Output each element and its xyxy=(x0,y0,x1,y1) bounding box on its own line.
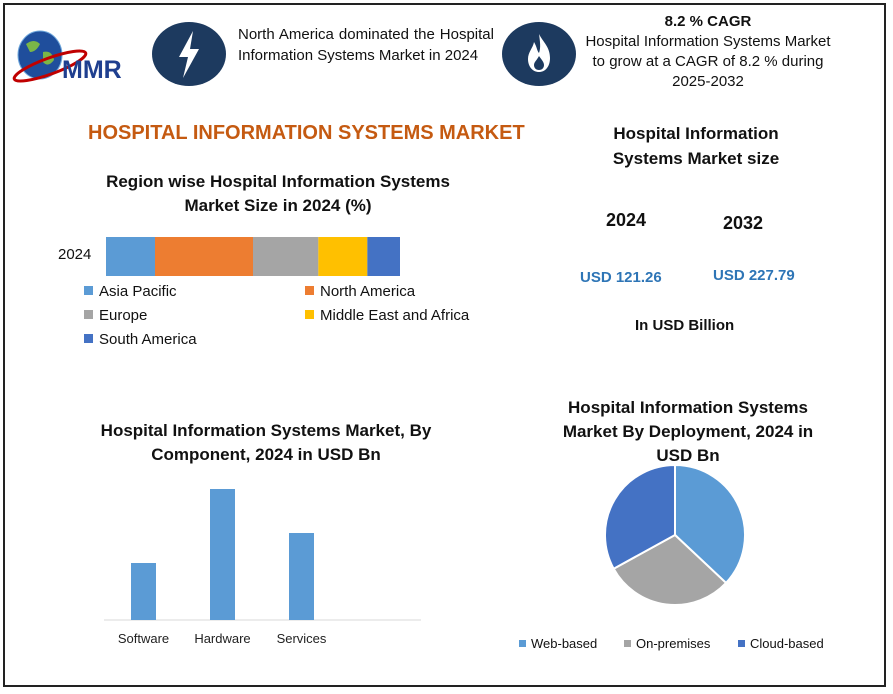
legend-swatch xyxy=(305,286,314,295)
deployment-chart-title: Hospital Information Systems Market By D… xyxy=(562,398,814,465)
bar-segment-north-america xyxy=(155,237,253,276)
legend-label: Web-based xyxy=(531,636,598,651)
legend-label: South America xyxy=(99,331,197,348)
x-tick-label: Software xyxy=(118,631,169,646)
market-size-title: Hospital Information Systems Market size xyxy=(612,124,780,168)
company-logo: MMR xyxy=(10,22,148,92)
cagr-description: Hospital Information Systems Market to g… xyxy=(585,33,831,90)
bar-segment-middle-east-and-africa xyxy=(318,237,368,276)
legend-label: Asia Pacific xyxy=(99,283,177,300)
cagr-heading: 8.2 % CAGR xyxy=(664,13,752,30)
legend-label: Europe xyxy=(99,307,148,324)
legend-asia-pacific: Asia Pacific xyxy=(84,283,177,300)
bar-segment-europe xyxy=(253,237,319,276)
globe-logo-icon: MMR xyxy=(12,30,122,84)
legend-cloud-based: Cloud-based xyxy=(738,636,824,651)
market-value-2032: USD 227.79 xyxy=(713,267,795,284)
infographic-frame xyxy=(3,3,886,687)
cagr-block: 8.2 % CAGR Hospital Information Systems … xyxy=(584,12,832,92)
legend-swatch xyxy=(305,310,314,319)
legend-north-america: North America xyxy=(305,283,415,300)
year-2032-label: 2032 xyxy=(723,213,764,233)
legend-swatch xyxy=(84,286,93,295)
legend-swatch xyxy=(738,640,745,647)
legend-swatch xyxy=(624,640,631,647)
unit-label: In USD Billion xyxy=(635,317,735,334)
year-2024-label: 2024 xyxy=(606,210,647,230)
legend-label: North America xyxy=(320,283,416,300)
bar-services xyxy=(289,533,314,620)
component-bar-chart: Software Hardware Services xyxy=(104,489,421,646)
region-dominance-note: North America dominated the Hospital Inf… xyxy=(238,26,494,64)
bar-hardware xyxy=(210,489,235,620)
legend-label: Middle East and Africa xyxy=(320,307,470,324)
pie-slice-cloud-based xyxy=(604,463,676,571)
component-chart-title: Hospital Information Systems Market, By … xyxy=(100,421,432,464)
x-tick-label: Hardware xyxy=(194,631,250,646)
flame-badge xyxy=(502,22,576,86)
x-tick-label: Services xyxy=(277,631,327,646)
bar-segment-asia-pacific xyxy=(106,237,155,276)
legend-swatch xyxy=(519,640,526,647)
legend-label: Cloud-based xyxy=(750,636,824,651)
legend-swatch xyxy=(84,310,93,319)
legend-swatch xyxy=(84,334,93,343)
logo-text: MMR xyxy=(62,56,122,84)
legend-on-premises: On-premises xyxy=(624,636,710,651)
lightning-bolt-icon xyxy=(179,31,199,78)
bar-software xyxy=(131,563,156,620)
legend-label: On-premises xyxy=(636,636,711,651)
region-stacked-bar-chart xyxy=(106,237,400,276)
flame-icon xyxy=(528,34,550,72)
legend-south-america: South America xyxy=(84,331,197,348)
region-chart-category: 2024 xyxy=(58,246,92,263)
legend-middle-east-africa: Middle East and Africa xyxy=(305,307,469,324)
deployment-pie-chart xyxy=(604,463,746,606)
lightning-badge xyxy=(152,22,226,86)
region-chart-title: Region wise Hospital Information Systems… xyxy=(106,172,450,215)
pie-slice-on-premises xyxy=(612,533,728,606)
market-value-2024: USD 121.26 xyxy=(580,269,662,286)
pie-slice-web-based xyxy=(674,463,746,585)
legend-europe: Europe xyxy=(84,307,147,324)
page-title: HOSPITAL INFORMATION SYSTEMS MARKET xyxy=(88,122,525,144)
legend-web-based: Web-based xyxy=(519,636,597,651)
bar-segment-south-america xyxy=(367,237,400,276)
